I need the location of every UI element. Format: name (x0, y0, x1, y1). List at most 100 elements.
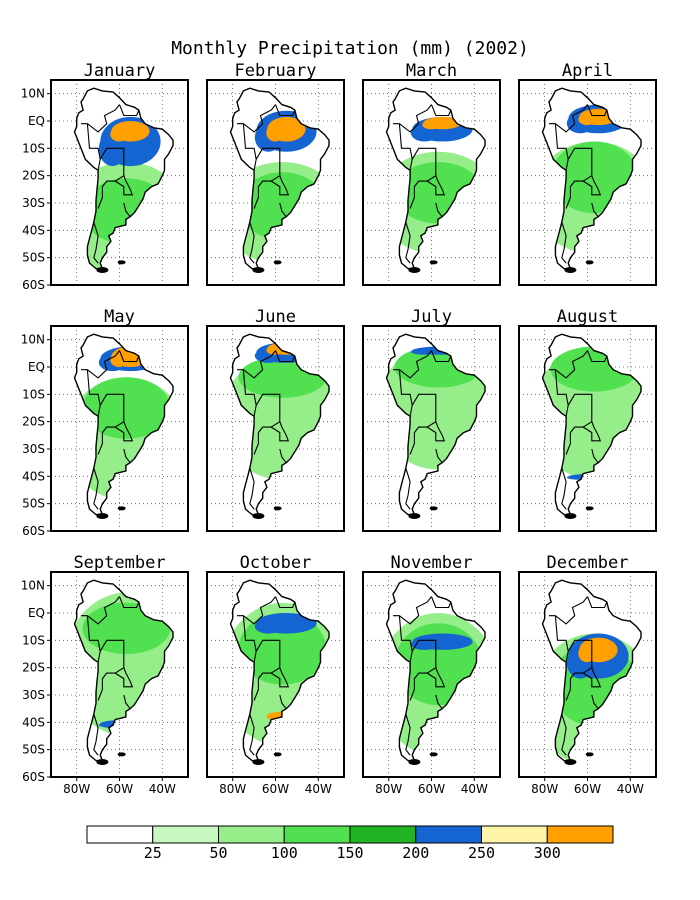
lat-tick-label: 10S (22, 387, 45, 401)
country-border (582, 667, 602, 688)
island (564, 758, 577, 765)
month-title: July (411, 307, 452, 327)
panel-frame (518, 325, 657, 532)
colorbar-swatch (152, 825, 219, 844)
colorbar-swatch (283, 825, 351, 844)
precip-band (110, 127, 128, 142)
island (96, 266, 109, 273)
country-border (398, 123, 413, 160)
month-panel-february: February (206, 61, 345, 286)
lat-tick-label: 10N (21, 333, 45, 347)
island (429, 752, 438, 757)
country-border (114, 421, 134, 442)
country-border (249, 713, 255, 756)
country-border (586, 350, 608, 363)
country-border (561, 467, 567, 510)
lon-tick-label: 60W (418, 782, 445, 796)
precip-band (410, 348, 438, 355)
country-border (118, 596, 140, 609)
country-border (591, 202, 599, 218)
precip-band (110, 352, 128, 368)
panel-frame (50, 325, 189, 532)
island (252, 512, 265, 519)
lat-tick-label: EQ (28, 606, 45, 620)
country-border (430, 350, 452, 363)
country-border (279, 202, 287, 218)
island (429, 506, 438, 511)
colorbar-swatch (349, 825, 417, 844)
precip-band (578, 113, 596, 126)
country-border (435, 448, 443, 464)
month-title: December (547, 553, 629, 573)
lat-tick-label: 10N (21, 579, 45, 593)
country-border (582, 175, 602, 196)
country-border (435, 202, 443, 218)
lat-tick-label: 20S (22, 169, 45, 183)
country-border (279, 694, 287, 710)
island (96, 512, 109, 519)
precip-band (578, 644, 596, 663)
island (273, 752, 282, 757)
island (252, 758, 265, 765)
lat-tick-label: 50S (22, 251, 45, 265)
island (429, 260, 438, 265)
country-border (93, 713, 99, 756)
lat-tick-label: 20S (22, 661, 45, 675)
country-border (249, 221, 255, 264)
country-border (242, 369, 257, 406)
lat-tick-label: 60S (22, 524, 45, 538)
country-border (114, 175, 134, 196)
month-panels: January 10N EQ 10S 20S 30S 40S 50S 60S February Ma… (21, 61, 657, 796)
figure-title: Monthly Precipitation (mm) (2002) (171, 38, 529, 59)
coastline (229, 333, 330, 516)
country-border (123, 202, 131, 218)
country-border (426, 421, 446, 442)
coastline (229, 87, 330, 270)
lon-tick-label: 40W (305, 782, 332, 796)
coastline (73, 87, 174, 270)
colorbar-swatch (546, 825, 614, 844)
month-panel-october: October 80W 60W 40W (206, 553, 345, 796)
lat-tick-label: 40S (22, 715, 45, 729)
island (585, 752, 594, 757)
island (564, 266, 577, 273)
country-border (398, 615, 413, 652)
country-border (86, 615, 101, 652)
country-border (86, 123, 101, 160)
lat-tick-label: 10N (21, 87, 45, 101)
precip-band (254, 619, 282, 634)
colorbar-swatch (415, 825, 482, 844)
country-border (554, 369, 569, 406)
country-border (123, 448, 131, 464)
lat-tick-label: 50S (22, 497, 45, 511)
country-border (118, 104, 140, 117)
lat-tick-label: 40S (22, 223, 45, 237)
month-title: August (557, 307, 618, 327)
country-border (591, 448, 599, 464)
country-border (242, 615, 257, 652)
country-border (586, 104, 608, 117)
country-border (430, 104, 452, 117)
month-panel-september: September 10N EQ 10S 20S 30S 40S 50S 60S 80W 60W 40… (21, 553, 189, 796)
colorbar: 25 50 100 150 200 250 300 (86, 825, 614, 862)
lat-tick-label: 20S (22, 415, 45, 429)
month-title: January (84, 61, 156, 81)
colorbar-swatch (86, 825, 154, 844)
country-border (270, 667, 290, 688)
precip-band (238, 356, 327, 398)
month-title: September (73, 553, 165, 573)
country-border (118, 350, 140, 363)
island (117, 260, 126, 265)
country-border (554, 123, 569, 160)
month-title: May (104, 307, 135, 327)
country-border (242, 123, 257, 160)
country-border (123, 694, 131, 710)
month-title: October (240, 553, 312, 573)
country-border (93, 221, 99, 264)
lon-tick-label: 80W (531, 782, 558, 796)
colorbar-swatch (218, 825, 285, 844)
lon-tick-label: 40W (461, 782, 488, 796)
country-border (405, 467, 411, 510)
coastline (229, 579, 330, 762)
